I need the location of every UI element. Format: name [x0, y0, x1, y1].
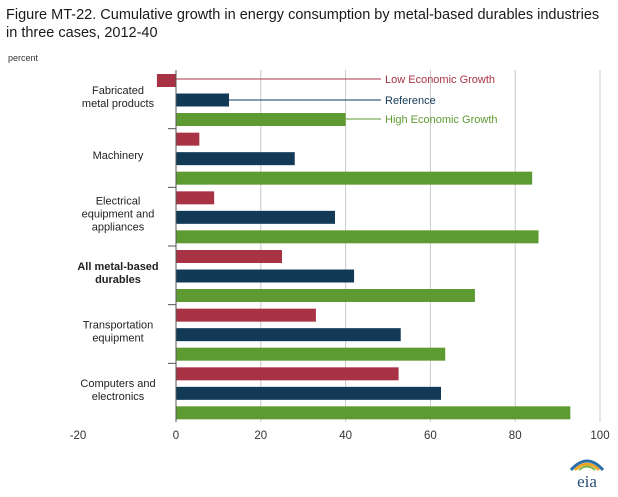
bar-low [176, 308, 316, 322]
bar-high [176, 113, 346, 126]
legend-label-reference: Reference [385, 95, 436, 107]
x-tick-label: 0 [173, 430, 179, 442]
x-tick-label: -20 [70, 430, 87, 442]
category-label: Transportation equipment [83, 320, 154, 345]
x-tick-label: 40 [339, 430, 352, 442]
bar-reference [176, 269, 355, 283]
x-tick-label: 60 [424, 430, 437, 442]
bar-low [176, 250, 282, 263]
eia-logo: eia [569, 459, 605, 491]
bar-reference [176, 93, 229, 107]
category-label: Electrical equipment and appliances [82, 196, 155, 234]
category-label: All metal-based durables [77, 261, 158, 286]
bar-low [156, 74, 176, 87]
bar-low [176, 132, 200, 146]
bar-high [176, 289, 475, 302]
bar-high [176, 230, 539, 244]
category-label: Machinery [93, 150, 144, 162]
bar-reference [176, 210, 335, 224]
category-label: Computers and electronics [80, 378, 155, 403]
chart-title: Figure MT-22. Cumulative growth in energ… [6, 7, 600, 41]
x-unit-label: percent [8, 53, 39, 63]
bar-low [176, 191, 215, 205]
bar-reference [176, 328, 401, 342]
x-tick-label: 80 [509, 430, 522, 442]
bar-high [176, 171, 533, 185]
bar-reference [176, 386, 441, 400]
bar-high [176, 347, 446, 361]
legend-label-low: Low Economic Growth [385, 74, 495, 86]
bar-reference [176, 152, 295, 166]
bar-low [176, 367, 399, 381]
bar-high [176, 406, 571, 420]
legend-label-high: High Economic Growth [385, 114, 498, 126]
x-tick-label: 100 [590, 430, 609, 442]
svg-text:eia: eia [577, 472, 597, 491]
x-tick-label: 20 [254, 430, 267, 442]
category-label: Fabricated metal products [82, 85, 155, 110]
